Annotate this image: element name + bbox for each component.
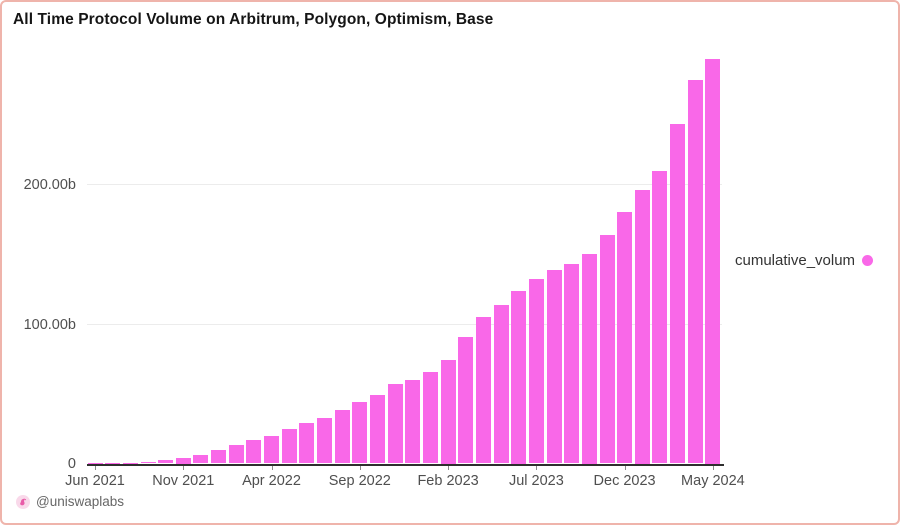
bar-jul-2022[interactable] (317, 417, 332, 464)
y-gridline (87, 183, 722, 185)
x-axis-tick-label: Nov 2021 (152, 472, 215, 489)
x-axis-tick-label: May 2024 (681, 472, 745, 489)
bar-oct-2021[interactable] (158, 460, 174, 464)
bar-nov-2023[interactable] (599, 235, 615, 464)
x-axis-tick (271, 465, 273, 470)
uniswap-unicorn-icon (16, 494, 30, 509)
bar-jan-2023[interactable] (422, 372, 438, 464)
bar-mar-2022[interactable] (246, 440, 262, 464)
x-axis-tick (712, 465, 714, 470)
bar-apr-2023[interactable] (475, 316, 491, 464)
bar-may-2022[interactable] (281, 428, 297, 464)
y-gridline (87, 323, 722, 325)
bar-aug-2021[interactable] (122, 462, 138, 464)
y-axis-tick-label: 200.00b (23, 176, 76, 193)
bar-may-2023[interactable] (493, 305, 509, 464)
bar-may-2024[interactable] (705, 58, 721, 464)
bar-nov-2021[interactable] (175, 457, 191, 464)
x-axis-tick-label: Apr 2022 (242, 472, 301, 489)
x-axis-tick (448, 465, 450, 470)
x-axis-tick-label: Jul 2023 (508, 472, 564, 489)
attribution-handle: @uniswaplabs (36, 494, 125, 509)
x-axis-tick (95, 465, 96, 470)
bar-dec-2021[interactable] (193, 454, 209, 464)
legend-marker-dot (862, 255, 874, 266)
x-axis-tick-label: Feb 2023 (417, 472, 479, 489)
bar-mar-2024[interactable] (670, 123, 686, 464)
x-axis-tick-label: Dec 2023 (593, 472, 656, 489)
bar-jan-2022[interactable] (211, 450, 227, 464)
bar-dec-2023[interactable] (617, 212, 633, 464)
bar-jun-2023[interactable] (511, 290, 527, 464)
bar-apr-2024[interactable] (687, 79, 703, 464)
y-axis-tick-label: 0 (67, 456, 76, 472)
bar-oct-2023[interactable] (581, 253, 597, 464)
bar-mar-2023[interactable] (458, 336, 474, 464)
bar-dec-2022[interactable] (405, 380, 421, 464)
x-axis-tick-label: Sep 2022 (328, 472, 391, 489)
x-axis-tick (359, 465, 361, 470)
bar-oct-2022[interactable] (370, 394, 385, 464)
chart-title: All Time Protocol Volume on Arbitrum, Po… (13, 11, 494, 28)
x-axis-tick (624, 465, 626, 470)
y-axis-tick-label: 100.00b (23, 316, 76, 333)
x-axis-tick (183, 465, 185, 470)
bar-aug-2022[interactable] (334, 410, 350, 464)
bar-sep-2021[interactable] (140, 462, 156, 464)
bar-sep-2023[interactable] (564, 263, 580, 464)
bar-feb-2024[interactable] (652, 171, 668, 464)
x-axis-tick-label: Jun 2021 (65, 472, 125, 489)
bar-nov-2022[interactable] (387, 384, 403, 464)
bar-jul-2021[interactable] (105, 463, 121, 464)
bar-feb-2022[interactable] (228, 445, 244, 464)
bar-feb-2023[interactable] (440, 359, 456, 464)
bar-jul-2023[interactable] (528, 278, 544, 464)
bar-jan-2024[interactable] (634, 189, 650, 464)
bar-jun-2022[interactable] (299, 422, 315, 464)
bar-sep-2022[interactable] (352, 402, 368, 464)
legend-series-label: cumulative_volum (735, 252, 856, 269)
bar-aug-2023[interactable] (546, 270, 562, 464)
bar-apr-2022[interactable] (264, 435, 279, 464)
x-axis-line (87, 463, 724, 466)
legend[interactable]: cumulative_volum (735, 252, 874, 269)
x-axis-tick (536, 465, 538, 470)
bar-jun-2021[interactable] (87, 463, 103, 464)
attribution: @uniswaplabs (16, 494, 124, 509)
